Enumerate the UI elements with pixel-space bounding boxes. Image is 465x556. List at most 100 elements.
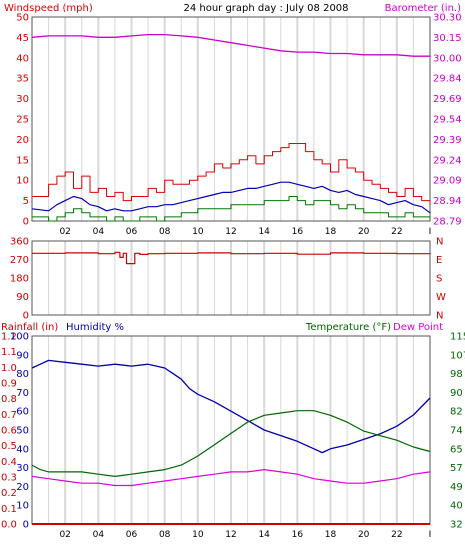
wind-x-tick-label: 04: [93, 227, 105, 237]
temperature-y-tick-label: 115: [450, 332, 465, 343]
rainfall-y-tick-label: 1.1: [1, 347, 17, 358]
humidity-axis-title: Humidity %: [66, 322, 124, 333]
direction-y-tick-label: 360: [10, 237, 29, 248]
humidity-x-tick-label: 10: [192, 530, 204, 540]
humidity-x-tick-label: 16: [292, 530, 304, 540]
barometer-y-tick-label: 28.94: [433, 196, 462, 207]
wind-y-tick-label: 45: [16, 33, 29, 44]
rainfall-y-tick-label: 0.5: [1, 441, 17, 452]
direction-y-tick-label: 0: [23, 311, 29, 322]
rainfall-y-tick-label: 0.8: [1, 394, 17, 405]
compass-y-tick-label: N: [436, 311, 443, 322]
humidity-x-tick-label: 14: [258, 530, 270, 540]
rainfall-y-tick-label: 1.2: [1, 332, 17, 343]
barometer-y-tick-label: 30.15: [433, 33, 462, 44]
wind-x-tick-label: 06: [126, 227, 138, 237]
barometer-y-tick-label: 29.54: [433, 115, 462, 126]
rainfall-y-tick-label: 0.2: [1, 488, 17, 499]
humidity-y-tick-label: 40: [16, 444, 29, 455]
wind-x-tick-label: 16: [292, 227, 304, 237]
humidity-y-tick-label: 30: [16, 463, 29, 474]
wind-gust-series-line: [32, 143, 431, 205]
wind-x-tick-label: 18: [325, 227, 337, 237]
wind-y-tick-label: 20: [16, 135, 29, 146]
temperature-y-tick-label: 90: [450, 388, 463, 399]
humidity-x-tick-label: 02: [59, 530, 70, 540]
humidity-y-tick-label: 80: [16, 369, 29, 380]
wind-x-tick-label: 12: [225, 227, 236, 237]
barometer-y-tick-label: 29.39: [433, 135, 462, 146]
wind-y-tick-label: 35: [16, 74, 29, 85]
humidity-series-line: [31, 359, 431, 454]
direction-panel-frame: [31, 240, 431, 316]
humidity-y-tick-label: 20: [16, 482, 29, 493]
humidity-y-tick-label: 60: [16, 407, 29, 418]
humidity-y-tick-label: 10: [16, 501, 29, 512]
humidity-y-tick-label: 90: [16, 350, 29, 361]
barometer-y-tick-label: 29.24: [433, 155, 462, 166]
wind-axis-title: Windspeed (mph): [4, 3, 93, 14]
direction-y-tick-label: 270: [10, 255, 29, 266]
compass-y-tick-label: S: [436, 274, 442, 285]
wind-x-tick-label: I: [429, 227, 432, 237]
barometer-y-tick-label: 28.79: [433, 217, 462, 228]
temperature-y-tick-label: 65: [450, 444, 463, 455]
compass-y-tick-label: E: [436, 255, 442, 266]
temperature-y-tick-label: 32: [450, 520, 463, 531]
wind-minimum-series-line: [32, 196, 431, 222]
humidity-x-tick-label: 18: [325, 530, 337, 540]
humidity-x-tick-label: 06: [126, 530, 138, 540]
temperature-y-tick-label: 49: [450, 482, 463, 493]
barometer-y-tick-label: 29.84: [433, 74, 462, 85]
wind-x-tick-label: 08: [159, 227, 171, 237]
barometer-y-tick-label: 30.00: [433, 53, 462, 64]
compass-y-tick-label: W: [436, 292, 446, 303]
temperature-y-tick-label: 98: [450, 369, 463, 380]
rainfall-y-tick-label: 0.0: [1, 520, 17, 531]
wind-x-tick-label: 22: [391, 227, 402, 237]
wind-x-tick-label: 02: [59, 227, 70, 237]
wind-panel-frame: [31, 16, 431, 222]
barometer-y-tick-label: 30.30: [433, 13, 462, 24]
rainfall-y-tick-label: 0.1: [1, 504, 17, 515]
wind-y-tick-label: 0: [23, 217, 29, 228]
wind-x-tick-label: 14: [258, 227, 270, 237]
temperature-y-tick-label: 82: [450, 407, 463, 418]
direction-y-tick-label: 180: [10, 274, 29, 285]
rainfall-y-tick-label: 1.0: [1, 363, 17, 374]
temperature-y-tick-label: 74: [450, 426, 463, 437]
rainfall-y-tick-label: 0.9: [1, 379, 17, 390]
barometer-y-tick-label: 29.09: [433, 176, 462, 187]
temperature-series-line: [31, 410, 431, 477]
humidity-x-tick-label: I: [429, 530, 432, 540]
barometer-y-tick-label: 29.69: [433, 94, 462, 105]
wind-y-tick-label: 40: [16, 53, 29, 64]
temperature-axis-title: Temperature (°F): [305, 322, 391, 333]
humidity-x-tick-label: 04: [93, 530, 105, 540]
wind-y-tick-label: 10: [16, 176, 29, 187]
wind-average-series-line: [31, 181, 431, 214]
wind-y-tick-label: 15: [16, 155, 29, 166]
rainfall-axis-title: Rainfall (in): [1, 322, 58, 333]
humidity-y-tick-label: 50: [16, 426, 29, 437]
rainfall-y-tick-label: 0.6: [1, 426, 17, 437]
humidity-y-tick-label: 100: [10, 332, 29, 343]
dewpoint-series-line: [31, 469, 431, 487]
rainfall-y-tick-label: 0.4: [1, 457, 17, 468]
barometer-axis-title: Barometer (in.): [385, 3, 461, 14]
wind-x-tick-label: 10: [192, 227, 204, 237]
wind-y-tick-label: 50: [16, 13, 29, 24]
compass-y-tick-label: N: [436, 237, 443, 248]
temperature-y-tick-label: 40: [450, 501, 463, 512]
humidity-x-tick-label: 20: [358, 530, 370, 540]
humidity-y-tick-label: 0: [23, 520, 29, 531]
direction-y-tick-label: 90: [16, 292, 29, 303]
wind-direction-series-line: [32, 251, 431, 265]
humidity-y-tick-label: 70: [16, 388, 29, 399]
humidity-x-tick-label: 12: [225, 530, 236, 540]
rainfall-y-tick-label: 0.3: [1, 473, 17, 484]
dewpoint-axis-title: Dew Point: [393, 322, 443, 333]
wind-y-tick-label: 25: [16, 115, 29, 126]
